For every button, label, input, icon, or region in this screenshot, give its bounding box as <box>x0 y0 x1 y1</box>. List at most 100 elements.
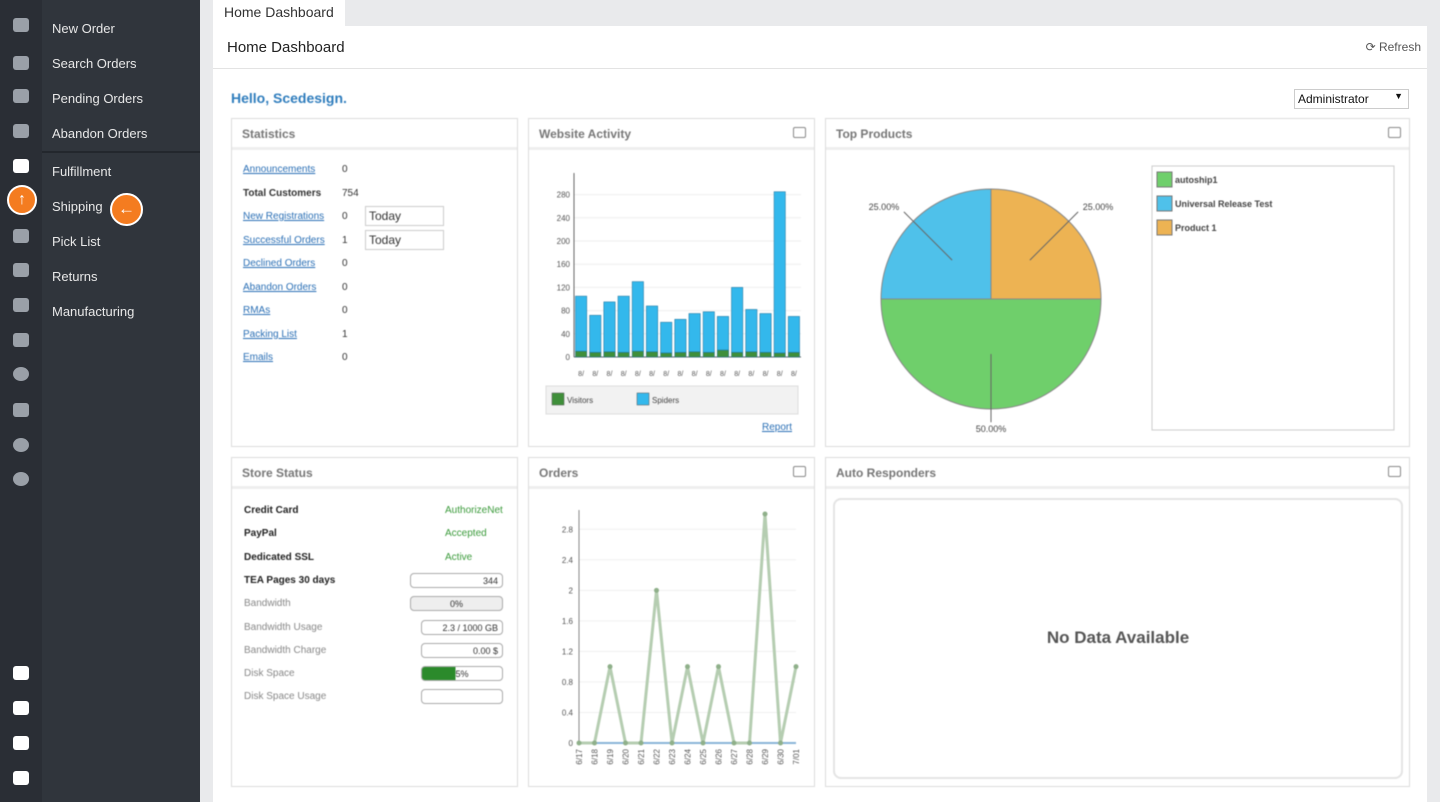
bar-segment <box>773 191 786 354</box>
user-icon[interactable] <box>13 124 29 138</box>
refresh-label: Refresh <box>1378 40 1421 54</box>
point <box>607 664 613 670</box>
empty-message: No Data Available <box>833 498 1403 779</box>
menu-item[interactable]: Shipping <box>52 199 103 214</box>
chart-icon[interactable] <box>13 263 29 277</box>
bar-segment <box>674 319 687 353</box>
chart: 0 0.4 0.8 1.2 1.6 2 2.4 2.8 6/17 6/18 6/19 6/20 6/21… <box>562 510 801 765</box>
period-select[interactable]: Today <box>365 206 444 226</box>
point <box>731 740 737 746</box>
stat-label[interactable]: New Registrations <box>243 211 325 222</box>
stat-label[interactable]: Abandon Orders <box>243 281 317 293</box>
y-tick-label: 240 <box>557 214 571 223</box>
statistics-widget: Statistics Announcements 0 Total Customers… <box>231 118 518 447</box>
bar-segment <box>674 352 687 358</box>
slice-label: 25.00% <box>869 202 900 212</box>
status-field: 0% <box>410 596 503 612</box>
bar-segment <box>575 295 588 352</box>
export-icon[interactable] <box>793 466 806 477</box>
y-tick-label: 160 <box>557 260 571 269</box>
group-icon[interactable] <box>13 403 29 417</box>
widget-title: Auto Responders <box>836 466 937 480</box>
export-icon[interactable] <box>1388 127 1401 138</box>
x-tick-label: 8/ <box>791 371 797 378</box>
x-tick-label: 8/ <box>663 371 669 378</box>
menu-item[interactable]: Pick List <box>52 234 101 249</box>
widget-header: Auto Responders <box>826 458 1409 489</box>
stat-value: 0 <box>342 164 348 175</box>
point <box>638 740 644 746</box>
settings-icon[interactable] <box>13 229 29 243</box>
role-select[interactable]: Administrator ▼ <box>1294 89 1409 109</box>
gear-icon[interactable] <box>13 472 29 486</box>
bar-segment <box>745 351 758 358</box>
x-tick-label: 6/19 <box>606 748 615 764</box>
point <box>592 740 597 746</box>
stat-value: 0 <box>342 211 348 222</box>
menu-item[interactable]: Pending Orders <box>52 91 144 106</box>
greeting: Hello, Scedesign. <box>231 90 347 106</box>
point <box>778 740 783 746</box>
x-tick-label: 6/25 <box>699 748 708 764</box>
status-value: AuthorizeNet <box>445 505 503 516</box>
export-icon[interactable] <box>1388 466 1401 477</box>
activity-widget: Website Activity Report 0 40 80 120 160 200 24… <box>528 118 815 447</box>
stat-label[interactable]: Emails <box>243 352 274 363</box>
idea-icon[interactable] <box>13 701 29 715</box>
refresh-button[interactable]: ⟳ Refresh <box>1365 40 1421 54</box>
menu-item[interactable]: Returns <box>52 269 98 284</box>
status-field: 2.3 / 1000 GB <box>421 619 503 635</box>
bar-segment <box>731 352 744 358</box>
stat-value: 0 <box>342 305 348 316</box>
megaphone-icon[interactable] <box>13 298 29 312</box>
menu-item[interactable]: Fulfillment <box>52 164 112 179</box>
up-orb[interactable]: ↑ <box>7 185 37 215</box>
back-orb[interactable]: ← <box>110 193 143 226</box>
cart-icon[interactable] <box>13 159 29 173</box>
stat-label[interactable]: RMAs <box>243 305 271 316</box>
tab[interactable]: Home Dashboard <box>213 0 345 27</box>
stat-value: 1 <box>342 234 348 246</box>
bar-segment <box>631 350 644 358</box>
line <box>579 513 798 745</box>
grid-icon[interactable] <box>13 736 29 750</box>
period-select[interactable]: Today <box>365 229 444 250</box>
x-tick-label: 6/27 <box>730 748 739 764</box>
stat-value: 0 <box>342 281 348 293</box>
menu-item[interactable]: Search Orders <box>52 56 137 71</box>
stat-label: Total Customers <box>243 187 322 199</box>
report-link[interactable]: Report <box>762 422 793 433</box>
bar-segment <box>702 311 715 353</box>
y-tick-label: 1.6 <box>562 617 574 626</box>
y-tick-label: 2.8 <box>562 525 574 534</box>
menu-item[interactable]: Abandon Orders <box>52 126 148 141</box>
pie-icon[interactable] <box>13 367 29 381</box>
layout-icon[interactable] <box>13 666 29 680</box>
mail-icon[interactable] <box>13 56 29 70</box>
y-tick-label: 0 <box>569 739 574 748</box>
status-label: Dedicated SSL <box>244 551 315 563</box>
calendar-icon[interactable] <box>13 771 29 785</box>
bar-segment <box>759 313 772 353</box>
stat-label[interactable]: Successful Orders <box>243 234 325 246</box>
stat-label[interactable]: Declined Orders <box>243 258 316 269</box>
status-label: Disk Space <box>244 668 295 680</box>
export-icon[interactable] <box>793 127 806 138</box>
status-value: Accepted <box>445 528 487 540</box>
stat-label[interactable]: Announcements <box>243 164 316 175</box>
share-icon[interactable] <box>13 333 29 347</box>
x-tick-label: 6/28 <box>746 748 755 764</box>
bar-segment <box>717 316 729 351</box>
x-tick-label: 6/17 <box>575 748 584 764</box>
stat-label[interactable]: Packing List <box>243 328 297 340</box>
point <box>623 740 628 746</box>
x-tick-label: 6/18 <box>591 748 600 764</box>
x-tick-label: 8/ <box>706 371 712 378</box>
globe-icon[interactable] <box>13 438 29 452</box>
y-tick-label: 280 <box>557 191 571 200</box>
bar-segment <box>631 281 644 352</box>
menu-item[interactable]: Manufacturing <box>52 304 135 319</box>
home-icon[interactable] <box>13 18 29 32</box>
menu-item[interactable]: New Order <box>52 21 115 36</box>
tasks-icon[interactable] <box>13 89 29 103</box>
